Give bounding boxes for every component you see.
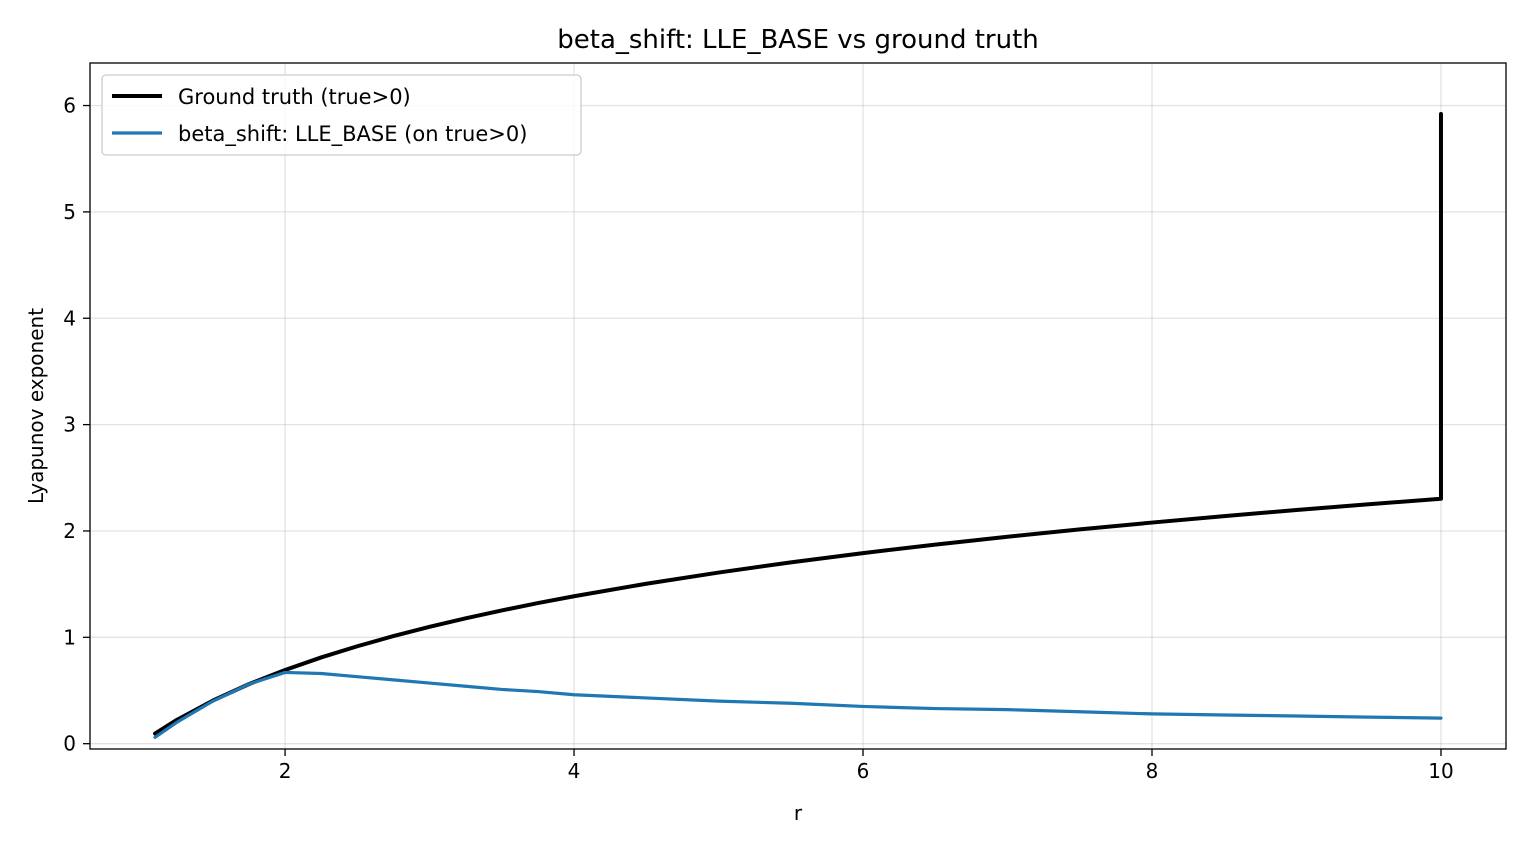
y-axis-label: Lyapunov exponent: [24, 308, 48, 504]
grid: [90, 63, 1506, 749]
x-tick-label: 2: [279, 759, 292, 783]
y-tick-label: 2: [63, 519, 76, 543]
legend-label-lle-base: beta_shift: LLE_BASE (on true>0): [178, 122, 527, 147]
series-layer: [153, 112, 1443, 739]
y-tick-label: 3: [63, 413, 76, 437]
plot-frame: [89, 62, 1507, 750]
series-line-ground-truth: [153, 112, 1443, 736]
chart-title: beta_shift: LLE_BASE vs ground truth: [557, 25, 1039, 55]
ticks: 2 4 6 8 10 0 1 2 3 4 5 6: [63, 94, 1453, 783]
legend-box: [101, 74, 582, 156]
series-line-lle-base: [153, 670, 1443, 739]
legend-label-ground-truth: Ground truth (true>0): [178, 85, 411, 109]
y-tick-label: 5: [63, 200, 76, 224]
y-tick-label: 0: [63, 732, 76, 756]
y-tick-label: 4: [63, 306, 76, 330]
x-tick-label: 6: [857, 759, 870, 783]
x-tick-label: 8: [1146, 759, 1159, 783]
x-tick-label: 10: [1428, 759, 1453, 783]
legend: Ground truth (true>0) beta_shift: LLE_BA…: [101, 74, 582, 156]
x-tick-label: 4: [568, 759, 581, 783]
x-axis-label: r: [794, 801, 803, 825]
y-tick-label: 1: [63, 625, 76, 649]
y-tick-label: 6: [63, 94, 76, 118]
